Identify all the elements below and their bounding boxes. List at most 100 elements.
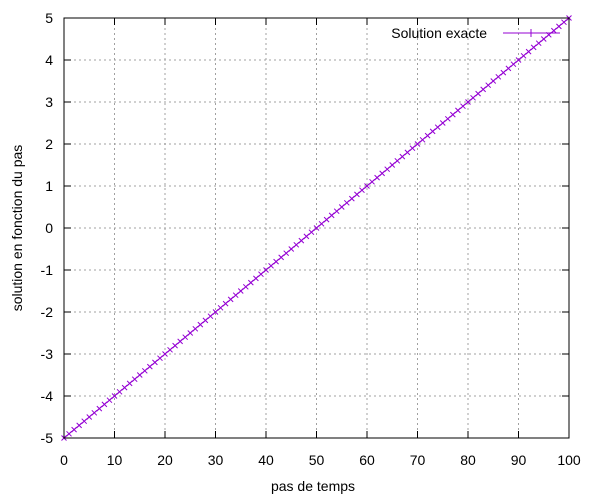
data-point-marker [126,380,133,387]
data-point-marker [389,162,396,168]
data-point-marker [444,115,451,122]
data-point-marker [374,174,380,181]
data-point-marker [480,86,487,93]
x-tick-label: 10 [107,452,123,468]
data-point-marker [530,44,537,51]
data-point-marker [505,65,512,72]
x-tick-label: 80 [460,452,476,468]
data-point-marker [500,69,507,76]
data-point-marker [232,292,239,299]
data-point-marker [409,145,416,152]
data-point-marker [278,254,285,261]
data-point-marker [470,94,476,101]
x-tick-label: 70 [410,452,426,468]
data-point-marker [121,384,128,391]
data-point-marker [343,199,350,206]
data-point-marker [212,309,219,315]
data-point-marker [520,52,527,59]
data-point-marker [364,183,370,189]
data-point-marker [106,397,113,404]
x-tick-label: 40 [258,452,274,468]
series-layer [61,15,572,441]
data-point-marker [66,430,72,437]
y-tick-label: -2 [41,304,54,320]
data-point-marker [217,304,224,311]
x-tick-label: 100 [557,452,581,468]
data-point-marker [162,351,168,357]
x-tick-label: 90 [511,452,527,468]
data-point-marker [222,300,229,307]
legend-marker [527,29,535,37]
data-point-marker [197,321,204,328]
data-point-marker [172,342,178,349]
data-point-marker [116,388,123,395]
y-tick-label: 5 [45,10,53,26]
data-point-marker [146,363,153,370]
data-point-marker [152,359,158,366]
data-point-marker [333,208,340,215]
legend-label: Solution exacte [391,25,487,41]
data-point-marker [303,233,310,240]
data-point-marker [515,57,522,63]
data-point-marker [182,334,189,341]
data-point-marker [535,40,542,47]
data-point-marker [308,229,315,236]
data-point-marker [404,149,411,156]
data-point-marker [273,258,279,265]
data-point-marker [187,330,194,336]
x-tick-label: 60 [359,452,375,468]
data-point-marker [318,220,325,227]
y-tick-label: -5 [41,430,54,446]
data-point-marker [460,103,466,110]
x-tick-label: 20 [157,452,173,468]
data-point-marker [399,153,406,160]
data-point-marker [288,246,295,252]
data-point-marker [247,279,254,286]
y-tick-label: -1 [41,262,54,278]
grid-lines [64,18,569,438]
data-point-marker [263,267,269,273]
x-axis-label: pas de temps [271,478,355,494]
data-point-marker [540,36,547,42]
data-point-marker [455,107,461,114]
data-point-marker [359,187,365,194]
data-point-marker [86,414,93,420]
data-point-marker [283,250,290,257]
data-point-marker [111,393,118,399]
data-point-marker [369,178,375,185]
x-tick-label: 30 [208,452,224,468]
data-point-marker [71,426,77,433]
data-point-marker [323,216,330,223]
data-point-marker [354,191,360,198]
data-point-marker [177,338,184,345]
data-point-marker [550,27,557,34]
data-point-marker [253,275,259,282]
data-point-marker [328,212,335,219]
y-tick-label: -3 [41,346,54,362]
data-point-marker [96,405,103,412]
data-point-marker [136,372,143,378]
legend: Solution exacte [391,25,560,41]
data-point-marker [556,23,562,30]
data-point-marker [227,296,234,303]
data-point-marker [167,346,173,353]
data-point-marker [298,237,305,244]
data-point-marker [525,48,532,55]
data-point-marker [101,401,108,408]
data-point-marker [348,195,355,202]
data-point-marker [495,73,502,80]
data-point-marker [202,317,209,324]
data-point-marker [81,418,88,425]
data-point-marker [384,166,391,173]
data-point-marker [429,128,436,135]
data-point-marker [131,376,138,383]
x-tick-label: 0 [60,452,68,468]
data-point-marker [490,78,497,84]
data-point-marker [394,157,401,164]
data-point-marker [424,132,431,139]
axis-ticks: 0 10 20 30 40 50 60 70 80 90 100 -5 -4 -3 -2 -1 0 1 2 3 4 5 [41,10,581,468]
data-point-marker [76,422,83,429]
y-axis-label: solution en fonction du pas [9,145,25,312]
data-point-marker [338,204,345,210]
y-tick-label: 2 [45,136,53,152]
